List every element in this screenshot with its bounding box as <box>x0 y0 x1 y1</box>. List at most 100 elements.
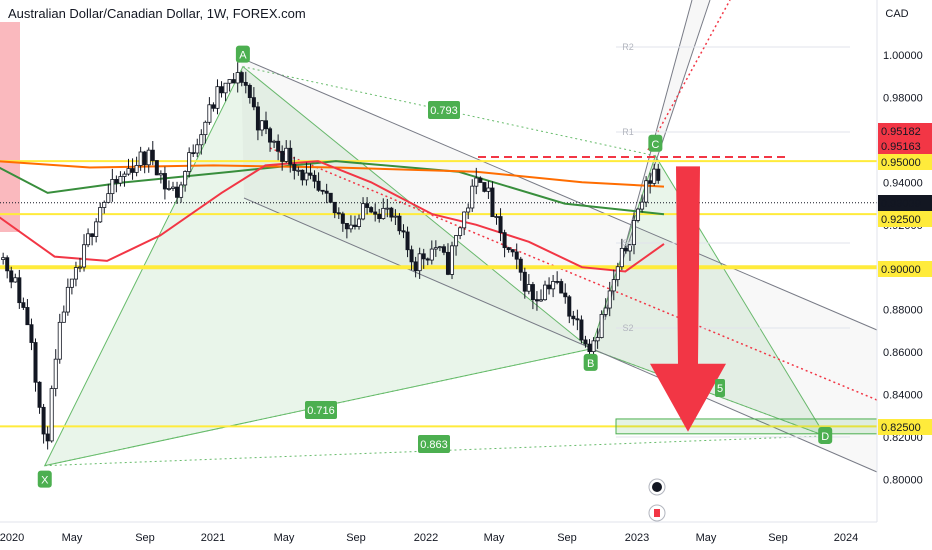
candle-body <box>530 284 535 301</box>
candle <box>482 182 487 193</box>
candle <box>518 256 523 281</box>
candle-body <box>203 121 208 136</box>
candle <box>219 81 224 98</box>
candle-body <box>587 343 592 353</box>
candle <box>636 207 641 223</box>
candle <box>235 62 240 93</box>
candle-body <box>599 314 604 338</box>
candle <box>490 181 495 218</box>
candle-body <box>405 231 410 251</box>
ratio-badge-bg <box>428 101 460 119</box>
candle-body <box>170 186 175 189</box>
ratio-label: 0.793 <box>430 105 458 117</box>
candle <box>357 214 362 230</box>
candle-body <box>183 171 188 186</box>
candle-body <box>619 247 624 268</box>
candle <box>538 289 543 302</box>
candle <box>441 244 446 256</box>
candle <box>498 208 503 242</box>
candle <box>458 227 463 240</box>
candle <box>421 248 426 269</box>
candle <box>227 79 232 92</box>
candle-body <box>482 182 487 192</box>
candle <box>579 315 584 344</box>
candle <box>259 119 264 137</box>
candle <box>187 147 192 178</box>
candle <box>284 140 289 164</box>
candle <box>656 163 661 184</box>
candle-body <box>413 261 418 272</box>
candle-body <box>57 321 62 360</box>
candle <box>183 170 188 192</box>
candle <box>247 83 252 104</box>
ratio-badge: 0.793 <box>428 101 460 119</box>
candle <box>652 163 657 186</box>
candle-body <box>122 173 127 177</box>
candle-body <box>631 220 636 246</box>
candle <box>607 281 612 317</box>
candle-body <box>312 174 317 182</box>
candle <box>433 240 438 257</box>
candle-body <box>615 266 620 280</box>
candle <box>162 166 167 200</box>
candle <box>296 166 301 176</box>
candle-body <box>284 147 289 162</box>
candle <box>90 233 95 246</box>
candle-body <box>555 281 560 283</box>
price-label-text: 0.95000 <box>881 157 921 169</box>
candle-body <box>591 340 596 353</box>
candle-body <box>425 258 430 261</box>
candle <box>300 169 305 186</box>
candle <box>627 243 632 261</box>
candle-body <box>175 186 180 198</box>
time-tick-label: May <box>62 532 83 544</box>
candle-body <box>211 104 216 109</box>
candle-body <box>118 176 123 184</box>
candle <box>203 120 208 144</box>
candle <box>276 134 281 161</box>
candle-body <box>320 189 325 192</box>
candle-body <box>268 128 273 143</box>
candle <box>150 141 155 166</box>
candle <box>417 247 422 279</box>
projection-arrow-layer <box>650 166 726 432</box>
candle-body <box>494 216 499 218</box>
candle <box>567 294 572 324</box>
time-axis[interactable]: 2020 May Sep 2021 May Sep 2022 May Sep 2023 May Sep… <box>0 521 877 550</box>
price-axis[interactable]: CAD1.000000.980000.960000.940000.920000.… <box>876 0 932 550</box>
ratio-badge: 0.863 <box>418 435 450 453</box>
candle <box>559 278 564 294</box>
candle-body <box>462 211 467 229</box>
price-label-bg <box>878 211 932 227</box>
candle-body <box>142 151 147 166</box>
candle <box>41 403 46 444</box>
time-axis-bg <box>0 522 877 550</box>
candle-body <box>1 257 6 260</box>
candle <box>251 87 256 111</box>
candle <box>142 150 147 174</box>
pattern-point-a: A <box>235 45 250 63</box>
candle <box>397 213 402 235</box>
candle <box>53 349 58 397</box>
candle <box>102 200 107 214</box>
candle <box>9 266 14 289</box>
candle <box>272 139 277 149</box>
projection-arrow <box>650 166 726 432</box>
time-tick-label: 2023 <box>625 532 649 544</box>
time-tick-label: 2022 <box>414 532 438 544</box>
candle <box>255 101 260 141</box>
candle-body <box>417 253 422 272</box>
candle <box>239 70 244 87</box>
candle <box>571 310 576 326</box>
candle-body <box>365 203 370 208</box>
candle <box>361 197 366 221</box>
candle-body <box>146 149 151 166</box>
candle <box>304 162 309 186</box>
candle-body <box>29 324 34 343</box>
candle <box>425 257 430 266</box>
candle-body <box>235 72 240 84</box>
pivot-label: S2 <box>622 323 633 333</box>
candle <box>82 234 87 272</box>
candle-body <box>385 207 390 210</box>
